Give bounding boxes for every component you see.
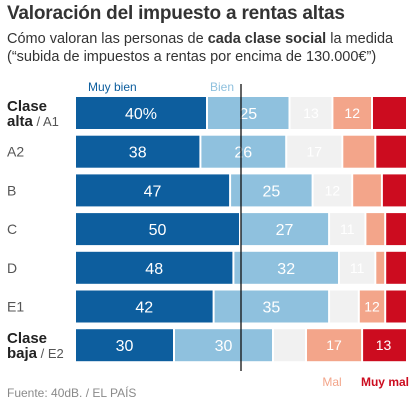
bar-muy-bien xyxy=(76,329,173,362)
bar-muy-bien xyxy=(76,290,213,323)
category-label: A2 xyxy=(7,144,24,160)
data-label-mal: 17 xyxy=(326,337,342,353)
chart-title: Valoración del impuesto a rentas altas xyxy=(7,3,345,24)
data-label-muy-bien: 38 xyxy=(129,145,147,162)
legend-muy-bien: Muy bien xyxy=(88,80,137,94)
category-label-top: Clase xyxy=(7,330,47,347)
chart-subtitle: Cómo valoran las personas de cada clase … xyxy=(7,30,409,66)
data-label-neutral: 11 xyxy=(340,221,355,237)
legend-bien: Bien xyxy=(210,80,234,94)
bar-mal xyxy=(376,251,385,284)
subtitle-text: Cómo valoran las personas de xyxy=(7,31,208,47)
data-label-bien: 35 xyxy=(262,300,280,317)
subtitle-line2: (“subida de impuestos a rentas por encim… xyxy=(7,49,377,65)
bar-neutral xyxy=(290,97,332,129)
data-label-muy-bien: 42 xyxy=(135,300,153,317)
category-label: alta / A1 xyxy=(7,113,59,130)
bar-bien xyxy=(241,213,329,246)
bar-neutral xyxy=(274,329,305,362)
subtitle-text-end: la medida xyxy=(326,31,394,47)
data-label-bien: 25 xyxy=(262,183,280,200)
data-label-muy-bien: 47 xyxy=(144,183,162,200)
data-label-bien: 25 xyxy=(239,106,257,123)
data-label-muy-bien: 48 xyxy=(145,261,163,278)
bar-muy-mal xyxy=(376,135,406,168)
bar-mal xyxy=(333,97,371,129)
bar-mal xyxy=(353,174,381,207)
source-note: Fuente: 40dB. / EL PAÍS xyxy=(7,386,137,400)
bar-muy-bien xyxy=(76,251,233,284)
category-label: E1 xyxy=(7,299,24,315)
bar-muy-bien xyxy=(76,213,239,246)
data-label-mal: 12 xyxy=(364,299,380,315)
bar-mal xyxy=(307,329,362,362)
data-label-mal: 12 xyxy=(344,105,360,121)
bar-muy-mal xyxy=(363,329,406,362)
bar-muy-bien xyxy=(76,97,206,129)
bar-mal xyxy=(359,290,385,323)
bar-mal xyxy=(343,135,375,168)
bar-bien xyxy=(234,251,338,284)
bar-muy-mal xyxy=(386,290,406,323)
legend-muy-mal: Muy mal xyxy=(361,375,409,389)
data-label-bien: 27 xyxy=(276,222,294,239)
bar-muy-mal xyxy=(386,251,406,284)
data-label-bien: 32 xyxy=(277,261,295,278)
category-label: D xyxy=(7,260,17,276)
bar-muy-bien xyxy=(76,135,200,168)
data-label-neutral: 12 xyxy=(325,182,341,198)
category-label-top: Clase xyxy=(7,98,47,115)
bar-bien xyxy=(214,290,329,323)
bar-bien xyxy=(175,329,272,362)
bar-neutral xyxy=(287,135,342,168)
category-label: B xyxy=(7,182,16,198)
data-label-muy-bien: 50 xyxy=(149,222,167,239)
bar-neutral xyxy=(330,213,365,246)
data-label-neutral: 13 xyxy=(303,105,319,121)
bar-neutral xyxy=(313,174,352,207)
data-label-neutral: 17 xyxy=(306,144,322,160)
legend-mal: Mal xyxy=(322,375,341,389)
bar-muy-bien xyxy=(76,174,230,207)
data-label-muy-mal: 13 xyxy=(376,337,392,353)
bar-neutral xyxy=(340,251,375,284)
bar-bien xyxy=(231,174,312,207)
data-label-muy-bien: 40% xyxy=(125,106,157,123)
data-label-muy-bien: 30 xyxy=(116,338,134,355)
bar-bien xyxy=(208,97,289,129)
bar-mal xyxy=(366,213,385,246)
bar-neutral xyxy=(330,290,358,323)
subtitle-bold: cada clase social xyxy=(207,31,327,47)
bar-bien xyxy=(201,135,286,168)
data-label-bien: 30 xyxy=(215,338,233,355)
bar-muy-mal xyxy=(382,174,406,207)
category-label: C xyxy=(7,221,17,237)
data-label-neutral: 11 xyxy=(350,260,365,276)
category-label: baja / E2 xyxy=(7,345,64,362)
bar-muy-mal xyxy=(373,97,406,129)
data-label-bien: 26 xyxy=(234,145,252,162)
bar-muy-mal xyxy=(386,213,406,246)
